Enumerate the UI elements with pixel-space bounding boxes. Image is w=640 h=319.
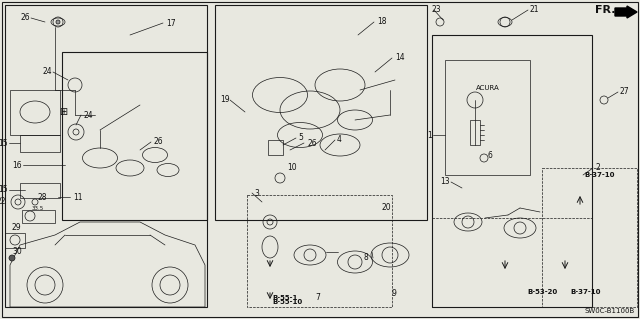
Bar (22, 210, 55, 223)
Text: B-37-10: B-37-10 (570, 289, 600, 295)
Text: FR.: FR. (595, 5, 616, 15)
Text: B-37-10: B-37-10 (584, 172, 614, 178)
Text: 28: 28 (38, 192, 47, 202)
Text: 33.5: 33.5 (32, 205, 44, 211)
FancyArrow shape (615, 6, 637, 18)
Text: B-53-20: B-53-20 (527, 289, 557, 295)
Text: 6: 6 (488, 151, 493, 160)
Text: 1: 1 (428, 130, 432, 139)
Text: 22: 22 (0, 197, 6, 206)
Text: B-55-10: B-55-10 (272, 299, 302, 305)
Text: 15: 15 (0, 138, 8, 147)
Text: 26: 26 (307, 138, 317, 147)
Bar (445, 60, 530, 175)
Circle shape (56, 20, 60, 24)
Text: 3: 3 (254, 189, 259, 197)
Text: 29: 29 (12, 224, 22, 233)
Text: 9: 9 (392, 288, 397, 298)
Text: 26: 26 (20, 13, 30, 23)
Bar (268, 140, 283, 155)
Text: 14: 14 (395, 54, 404, 63)
Text: 17: 17 (166, 19, 175, 27)
Text: ⊞: ⊞ (59, 107, 67, 117)
Text: 15: 15 (0, 186, 8, 195)
Text: 4: 4 (337, 136, 342, 145)
Text: 27: 27 (620, 87, 630, 97)
Bar (10, 90, 60, 135)
Text: 30: 30 (12, 248, 22, 256)
Text: 5: 5 (298, 133, 303, 143)
Text: 21: 21 (530, 5, 540, 14)
Text: ACURA: ACURA (476, 85, 500, 91)
Text: B-55-1: B-55-1 (272, 295, 298, 301)
Text: 8: 8 (364, 254, 368, 263)
Bar (5, 5, 207, 307)
Text: 24: 24 (42, 68, 52, 77)
Text: 10: 10 (287, 164, 296, 173)
Text: 16: 16 (12, 160, 22, 169)
Bar (215, 5, 427, 220)
Text: 18: 18 (377, 18, 387, 26)
Bar (20, 183, 60, 198)
Text: 23: 23 (432, 5, 442, 14)
Text: SW0C-B1100B: SW0C-B1100B (585, 308, 635, 314)
Text: 13: 13 (440, 177, 450, 187)
Bar (542, 168, 637, 307)
Text: 2: 2 (595, 164, 600, 173)
Bar (470, 120, 480, 145)
Text: 7: 7 (315, 293, 320, 302)
Text: 20: 20 (382, 204, 392, 212)
Bar (5, 233, 25, 248)
Bar (247, 195, 392, 307)
Text: 24: 24 (83, 110, 93, 120)
Text: 19: 19 (220, 95, 230, 105)
Bar (432, 35, 592, 307)
Bar (20, 135, 60, 152)
Bar (432, 218, 592, 307)
Text: 11: 11 (73, 192, 83, 202)
Bar (62, 52, 207, 220)
Circle shape (9, 255, 15, 261)
Text: 26: 26 (153, 137, 163, 146)
